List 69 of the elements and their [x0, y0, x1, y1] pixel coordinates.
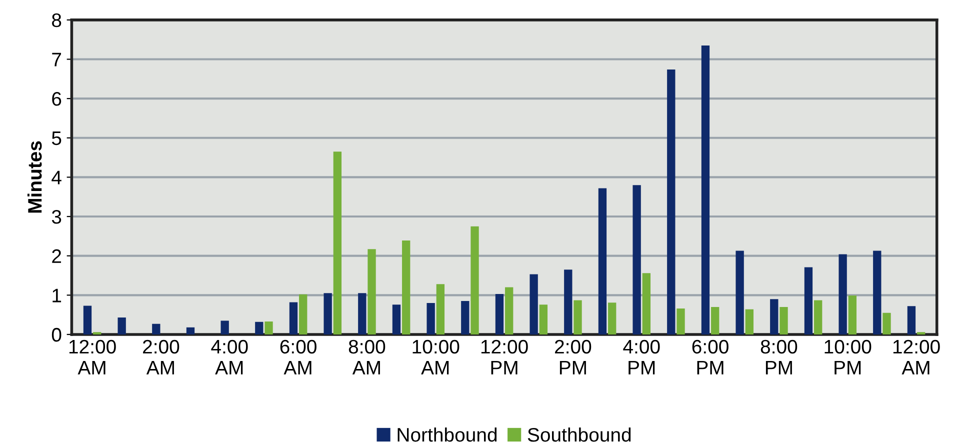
bar: [736, 250, 744, 334]
bar: [392, 304, 401, 334]
x-tick-label: 12:00 AM: [69, 340, 116, 374]
bar: [505, 287, 514, 334]
bar: [530, 274, 538, 334]
bar: [676, 308, 685, 334]
x-tick-label: 2:00 PM: [555, 340, 592, 374]
bar: [608, 302, 616, 334]
bar: [848, 296, 857, 334]
y-tick-label: 2: [52, 249, 62, 263]
y-tick-label: 6: [52, 92, 62, 106]
x-tick-label: 6:00 AM: [280, 340, 316, 374]
bar: [333, 152, 342, 334]
y-tick-label: 7: [52, 52, 62, 66]
y-tick-label: 5: [52, 132, 62, 146]
x-tick-label: 8:00 AM: [348, 340, 386, 374]
y-tick-label: 3: [52, 210, 62, 224]
bar: [299, 294, 308, 334]
bar: [495, 294, 504, 334]
bar: [358, 293, 366, 334]
bar: [838, 254, 847, 334]
x-tick-label: 12:00 AM: [893, 340, 940, 374]
x-tick-label: 10:00 AM: [412, 340, 460, 374]
bar: [770, 299, 778, 334]
x-tick-label: 10:00 PM: [824, 340, 872, 374]
bar: [745, 309, 754, 334]
bar: [667, 69, 676, 334]
bar: [470, 226, 479, 334]
bar: [804, 267, 813, 334]
bar: [264, 321, 273, 334]
bar: [289, 302, 298, 334]
x-tick-label: 2:00 AM: [143, 340, 180, 374]
bar: [882, 312, 891, 334]
y-tick-label: 0: [52, 328, 62, 342]
bar: [83, 306, 92, 334]
bar: [711, 306, 720, 334]
bar: [186, 327, 195, 334]
bar: [564, 270, 572, 334]
bar: [873, 250, 882, 334]
bar: [324, 293, 332, 334]
y-tick-label: 8: [52, 13, 62, 28]
x-tick-label: 8:00 PM: [760, 340, 798, 374]
legend-label: Northbound: [398, 427, 497, 442]
bar: [814, 300, 822, 334]
bar: [907, 306, 916, 334]
bar: [152, 324, 160, 334]
bar: [368, 249, 376, 334]
bar: [598, 188, 607, 334]
bar: [402, 240, 410, 334]
bar: [118, 318, 126, 334]
legend-label: Southbound: [528, 427, 631, 442]
x-tick-label: 4:00 PM: [623, 340, 660, 374]
bar: [426, 303, 435, 334]
bar: [255, 322, 264, 334]
y-tick-label: 1: [52, 288, 62, 302]
bar: [220, 320, 229, 334]
y-tick-label: 4: [52, 170, 62, 184]
bar: [632, 185, 641, 334]
y-axis-title: Minutes: [27, 141, 42, 213]
bar: [539, 304, 548, 334]
bar: [701, 45, 710, 334]
x-tick-label: 6:00 PM: [692, 340, 728, 374]
bar: [642, 273, 651, 334]
bar: [461, 301, 470, 334]
bar: [436, 284, 445, 334]
bar: [780, 306, 788, 334]
x-tick-label: 12:00 PM: [481, 340, 528, 374]
bar: [574, 300, 582, 334]
x-tick-label: 4:00 AM: [211, 340, 248, 374]
